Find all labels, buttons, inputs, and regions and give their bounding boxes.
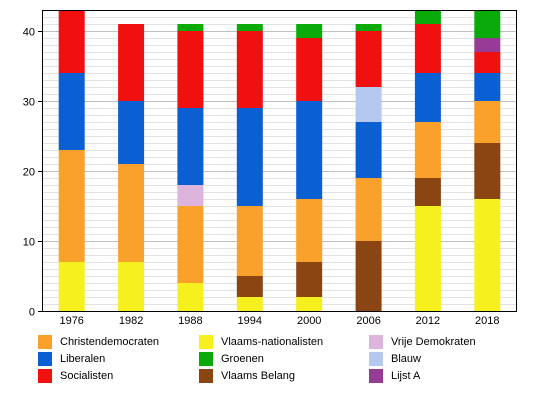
legend-swatch	[369, 334, 383, 349]
bar-segment-2012-liberalen	[414, 73, 441, 122]
bar-segment-2018-vlaams-nationalisten	[474, 199, 501, 311]
bar-segment-2006-vlaams-belang	[355, 241, 382, 311]
legend-item: Christendemocraten	[38, 333, 199, 350]
bar-segment-2018-groenen	[474, 10, 501, 38]
bar-segment-2006-liberalen	[355, 122, 382, 178]
bar-segment-1994-vlaams-nationalisten	[236, 297, 263, 311]
x-tick-label: 1982	[119, 315, 143, 327]
legend-label: Blauw	[391, 352, 421, 365]
bar-segment-2006-groenen	[355, 24, 382, 31]
bar-segment-2006-christendemocraten	[355, 178, 382, 241]
x-tick-label: 2018	[475, 315, 499, 327]
bar-segment-1994-christendemocraten	[236, 206, 263, 276]
chart-legend: Christendemocraten Liberalen Socialisten Vl…	[38, 333, 538, 384]
x-tick-label: 1988	[178, 315, 202, 327]
bar-segment-2018-liberalen	[474, 73, 501, 101]
legend-swatch	[199, 334, 213, 349]
bar-segment-2018-lijst-a	[474, 38, 501, 52]
plot-frame	[42, 10, 517, 312]
bar-segment-1994-socialisten	[236, 31, 263, 108]
x-tick-label: 1994	[238, 315, 262, 327]
bar-segment-2006-socialisten	[355, 31, 382, 87]
bar-segment-2000-socialisten	[296, 38, 323, 101]
legend-label: Vrije Demokraten	[391, 335, 476, 348]
legend-item: Groenen	[199, 350, 369, 367]
bar-segment-1988-groenen	[177, 24, 204, 31]
legend-item: Lijst A	[369, 367, 529, 384]
legend-label: Vlaams Belang	[221, 369, 295, 382]
legend-swatch	[369, 351, 383, 366]
legend-label: Socialisten	[60, 369, 114, 382]
bar-segment-2012-vlaams-belang	[414, 178, 441, 206]
legend-swatch	[369, 368, 383, 383]
bar-segment-1976-vlaams-nationalisten	[58, 262, 85, 311]
y-tick-label: 20	[23, 167, 35, 179]
y-tick-label: 10	[23, 237, 35, 249]
legend-label: Vlaams-nationalisten	[221, 335, 324, 348]
bar-segment-2012-christendemocraten	[414, 122, 441, 178]
bar-segment-2018-vlaams-belang	[474, 143, 501, 199]
legend-item: Vrije Demokraten	[369, 333, 529, 350]
x-tick-label: 2006	[356, 315, 380, 327]
bar-segment-1994-liberalen	[236, 108, 263, 206]
bar-segment-2018-christendemocraten	[474, 101, 501, 143]
bar-segment-1982-christendemocraten	[118, 164, 145, 262]
legend-label: Liberalen	[60, 352, 106, 365]
stacked-bar-chart: 1976 1982 1988 1994 2000 2006 2012 2018 0 10 20 30 4…	[23, 10, 517, 327]
bar-segment-1988-liberalen	[177, 108, 204, 185]
x-tick-label: 2000	[297, 315, 321, 327]
bar-segment-1982-liberalen	[118, 101, 145, 164]
bar-segment-1976-christendemocraten	[58, 150, 85, 262]
bar-segment-2000-vlaams-nationalisten	[296, 297, 323, 311]
bar-segment-1988-vlaams-nationalisten	[177, 283, 204, 311]
legend-swatch	[38, 334, 52, 349]
legend-item: Socialisten	[38, 367, 199, 384]
bar-segment-1976-liberalen	[58, 73, 85, 150]
legend-swatch	[199, 368, 213, 383]
bar-segment-2000-vlaams-belang	[296, 262, 323, 297]
legend-label: Christendemocraten	[60, 335, 160, 348]
bar-segment-2006-blauw	[355, 87, 382, 122]
bar-segment-1994-groenen	[236, 24, 263, 31]
bar-segment-1994-vlaams-belang	[236, 276, 263, 297]
x-tick-label: 1976	[59, 315, 83, 327]
legend-item: Liberalen	[38, 350, 199, 367]
bar-segment-2018-socialisten	[474, 52, 501, 73]
legend-label: Lijst A	[391, 369, 421, 382]
legend-swatch	[199, 351, 213, 366]
bar-segment-1982-socialisten	[118, 24, 145, 101]
legend-swatch	[38, 368, 52, 383]
bar-segment-1988-vrije-demokraten	[177, 185, 204, 206]
bar-segment-1988-christendemocraten	[177, 206, 204, 283]
legend-item: Vlaams-nationalisten	[199, 333, 369, 350]
bar-segment-2000-christendemocraten	[296, 199, 323, 262]
bar-segment-2012-socialisten	[414, 24, 441, 73]
bar-segment-1982-vlaams-nationalisten	[118, 262, 145, 311]
legend-label: Groenen	[221, 352, 264, 365]
bar-segment-1976-socialisten	[58, 10, 85, 73]
y-tick-label: 0	[29, 307, 35, 319]
bar-segment-2000-liberalen	[296, 101, 323, 199]
bar-segment-2012-groenen	[414, 10, 441, 24]
y-tick-label: 30	[23, 97, 35, 109]
x-tick-label: 2012	[416, 315, 440, 327]
legend-swatch	[38, 351, 52, 366]
bar-segment-2012-vlaams-nationalisten	[414, 206, 441, 311]
legend-item: Vlaams Belang	[199, 367, 369, 384]
y-tick-label: 40	[23, 27, 35, 39]
legend-item: Blauw	[369, 350, 529, 367]
bar-segment-1988-socialisten	[177, 31, 204, 108]
bar-segment-2000-groenen	[296, 24, 323, 38]
